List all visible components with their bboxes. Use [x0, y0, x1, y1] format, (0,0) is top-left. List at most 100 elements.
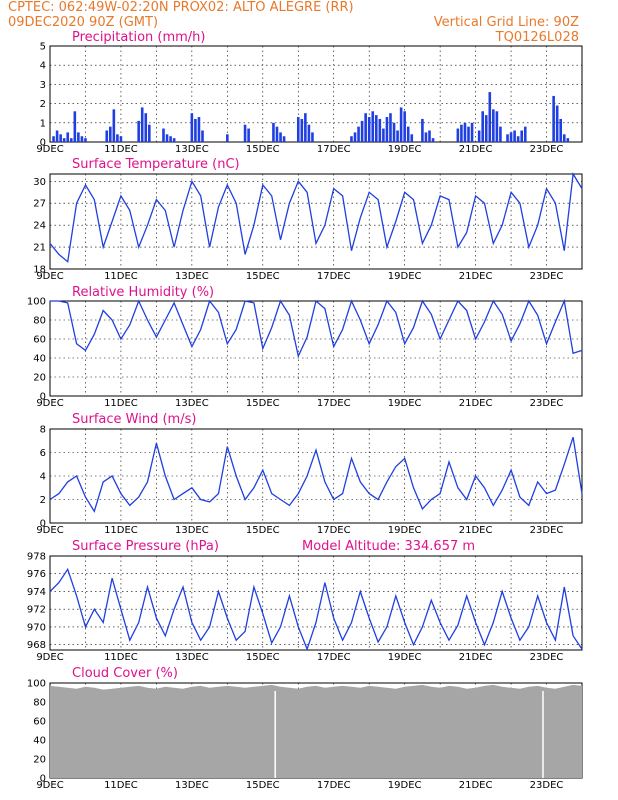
temp-x-tick-label: 15DEC [246, 271, 280, 282]
precip-x-tick-label: 17DEC [317, 144, 351, 155]
precip-bar [385, 117, 389, 142]
precip-y-tick-label: 2 [40, 99, 46, 110]
wind-x-tick-label: 23DEC [530, 525, 564, 536]
precip-bar [140, 107, 144, 142]
precip-bar [467, 126, 470, 142]
header-run-date: 09DEC2020 90Z (GMT) [8, 15, 158, 30]
temperature-title: Surface Temperature (nC) [72, 157, 240, 172]
precip-bar [148, 124, 151, 142]
precip-y-tick-label: 1 [40, 118, 46, 129]
humidity-x-tick-label: 19DEC [388, 398, 422, 409]
humidity-x-tick-label: 17DEC [317, 398, 351, 409]
precip-bar [492, 109, 495, 142]
precip-bar [73, 111, 77, 142]
humidity-panel: Relative Humidity (%) 9DEC 11DEC 13DEC 15DE… [27, 285, 583, 409]
precip-y-tick-label: 3 [40, 80, 46, 91]
precip-bar [62, 138, 66, 142]
precip-bar [506, 134, 509, 142]
precip-bar [165, 134, 169, 142]
wind-x-tick-label: 13DEC [175, 525, 209, 536]
cloud-y-tick-label: 40 [33, 736, 46, 747]
precip-bar [371, 111, 375, 142]
humidity-x-tick-label: 21DEC [459, 398, 493, 409]
precip-bar [172, 138, 176, 142]
temp-x-tick-label: 23DEC [530, 271, 564, 282]
precip-bar [201, 130, 204, 142]
cloud-y-tick-label: 100 [27, 679, 46, 690]
precip-bar [197, 117, 201, 142]
precip-bar [460, 124, 463, 142]
cloud-x-tick-label: 21DEC [459, 780, 493, 791]
precip-bar [552, 95, 555, 142]
cloud-y-tick-label: 0 [40, 774, 46, 785]
precip-bar [477, 130, 481, 142]
cloud-x-tick-label: 19DEC [388, 780, 422, 791]
precip-bar [516, 136, 520, 142]
precip-bar [555, 105, 559, 142]
precip-bar [488, 92, 492, 142]
precip-bar [194, 118, 197, 142]
cloud-cover-area [50, 684, 582, 778]
precip-bar [456, 128, 460, 142]
precip-bar [431, 138, 435, 142]
precip-bar [389, 113, 392, 142]
header-grid-line: Vertical Grid Line: 90Z [434, 15, 579, 30]
precip-bar [304, 113, 307, 142]
humidity-x-tick-label: 13DEC [175, 398, 209, 409]
wind-x-tick-label: 11DEC [104, 525, 138, 536]
wind-y-tick-label: 6 [40, 448, 46, 459]
precip-bar [403, 111, 406, 142]
wind-y-tick-label: 4 [40, 472, 46, 483]
cloud-x-tick-label: 13DEC [175, 780, 209, 791]
precip-bar [272, 122, 275, 142]
humidity-y-tick-label: 100 [27, 297, 46, 308]
precip-bar [421, 118, 424, 142]
temp-x-tick-label: 21DEC [459, 271, 493, 282]
humidity-y-tick-label: 60 [33, 335, 46, 346]
header-station: CPTEC: 062:49W-02:20N PROX02: ALTO ALEGR… [8, 0, 354, 15]
precip-x-tick-label: 11DEC [104, 144, 138, 155]
precip-y-tick-label: 0 [40, 138, 46, 149]
precip-bar [307, 124, 311, 142]
precip-bar [300, 118, 304, 142]
precip-bar [481, 111, 484, 142]
precip-x-tick-label: 23DEC [530, 144, 564, 155]
precip-bar [190, 113, 194, 142]
precip-bar [66, 132, 70, 142]
precip-bar [80, 136, 84, 142]
precip-bar [162, 128, 165, 142]
precip-bar [279, 132, 282, 142]
wind-x-tick-label: 19DEC [388, 525, 422, 536]
humidity-y-tick-label: 40 [33, 354, 46, 365]
cloud-x-tick-label: 15DEC [246, 780, 280, 791]
precipitation-title: Precipitation (mm/h) [72, 30, 205, 45]
temp-y-tick-label: 27 [33, 199, 46, 210]
precip-bar [399, 107, 403, 142]
precip-x-tick-label: 19DEC [388, 144, 422, 155]
precip-bar [108, 126, 112, 142]
precip-bar [119, 136, 123, 142]
pressure-y-tick-label: 976 [27, 569, 46, 580]
precip-bar [499, 126, 502, 142]
pressure-y-tick-label: 978 [27, 552, 46, 563]
precip-bar [392, 122, 396, 142]
pressure-x-tick-label: 13DEC [175, 652, 209, 663]
cloud-cover-panel: Cloud Cover (%) 9DEC 11DEC 13DEC 15DEC 17DEC… [27, 666, 583, 791]
precip-bar [562, 134, 566, 142]
precip-bar [364, 113, 367, 142]
precip-bar [243, 124, 247, 142]
precip-bar [52, 136, 55, 142]
precip-bar [566, 138, 570, 142]
precip-bar [495, 111, 499, 142]
precip-bar [410, 134, 414, 142]
temp-y-tick-label: 21 [33, 243, 46, 254]
wind-title: Surface Wind (m/s) [72, 412, 196, 427]
humidity-series-line [50, 298, 583, 359]
precip-x-tick-label: 13DEC [175, 144, 209, 155]
humidity-x-tick-label: 11DEC [104, 398, 138, 409]
wind-y-tick-label: 8 [40, 425, 46, 436]
precip-bar [382, 128, 385, 142]
precip-bar [367, 117, 371, 142]
precip-bar [311, 132, 314, 142]
precip-bar [55, 130, 59, 142]
